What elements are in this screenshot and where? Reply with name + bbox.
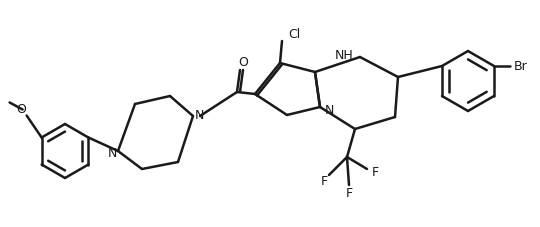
- Text: F: F: [320, 175, 328, 188]
- Text: O: O: [17, 103, 26, 116]
- Text: F: F: [372, 166, 379, 179]
- Text: N: N: [107, 147, 117, 160]
- Text: Cl: Cl: [288, 27, 300, 40]
- Text: N: N: [194, 109, 204, 122]
- Text: N: N: [325, 104, 334, 117]
- Text: F: F: [346, 187, 353, 200]
- Text: NH: NH: [335, 49, 354, 62]
- Text: O: O: [238, 56, 248, 69]
- Text: Br: Br: [514, 60, 528, 73]
